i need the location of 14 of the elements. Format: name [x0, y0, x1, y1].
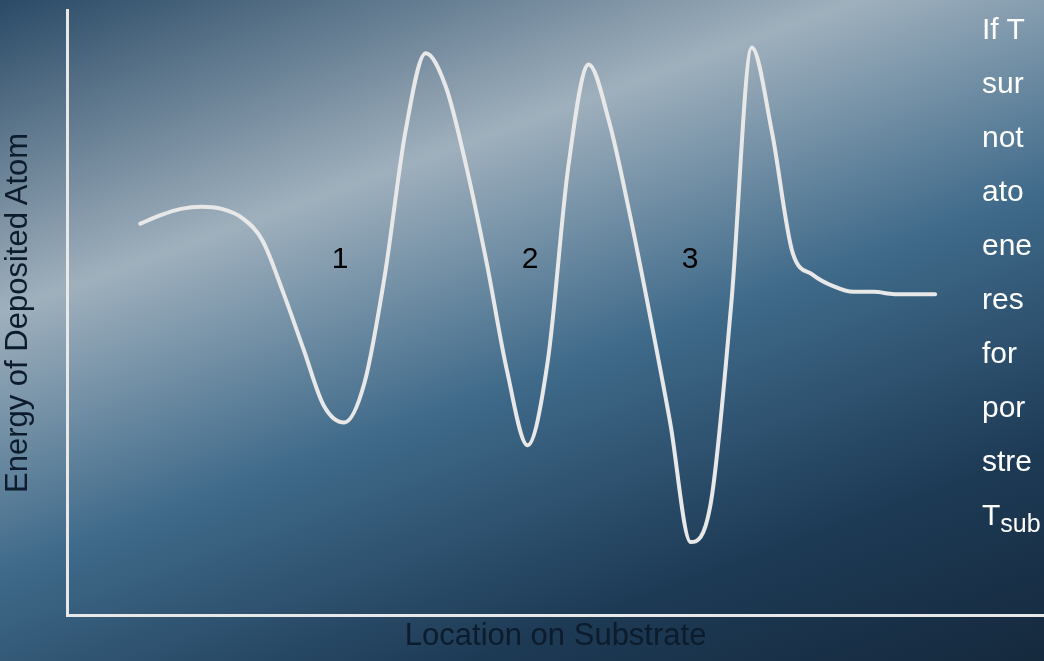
- text: for: [982, 335, 1018, 371]
- text: If T: [982, 11, 1026, 47]
- text: stre: [982, 443, 1033, 479]
- text: not: [982, 119, 1025, 155]
- text: T$_{sub}$: [982, 497, 1041, 539]
- text: por: [982, 389, 1027, 425]
- annotation: 2: [521, 241, 539, 275]
- text: res: [982, 281, 1025, 317]
- text: ato: [982, 173, 1025, 209]
- y-axis-title: Energy of Deposited Atom: [0, 132, 35, 493]
- text: sur: [982, 65, 1025, 101]
- annotation: 1: [331, 241, 349, 275]
- annotation: 3: [681, 241, 699, 275]
- text: ene: [982, 227, 1034, 263]
